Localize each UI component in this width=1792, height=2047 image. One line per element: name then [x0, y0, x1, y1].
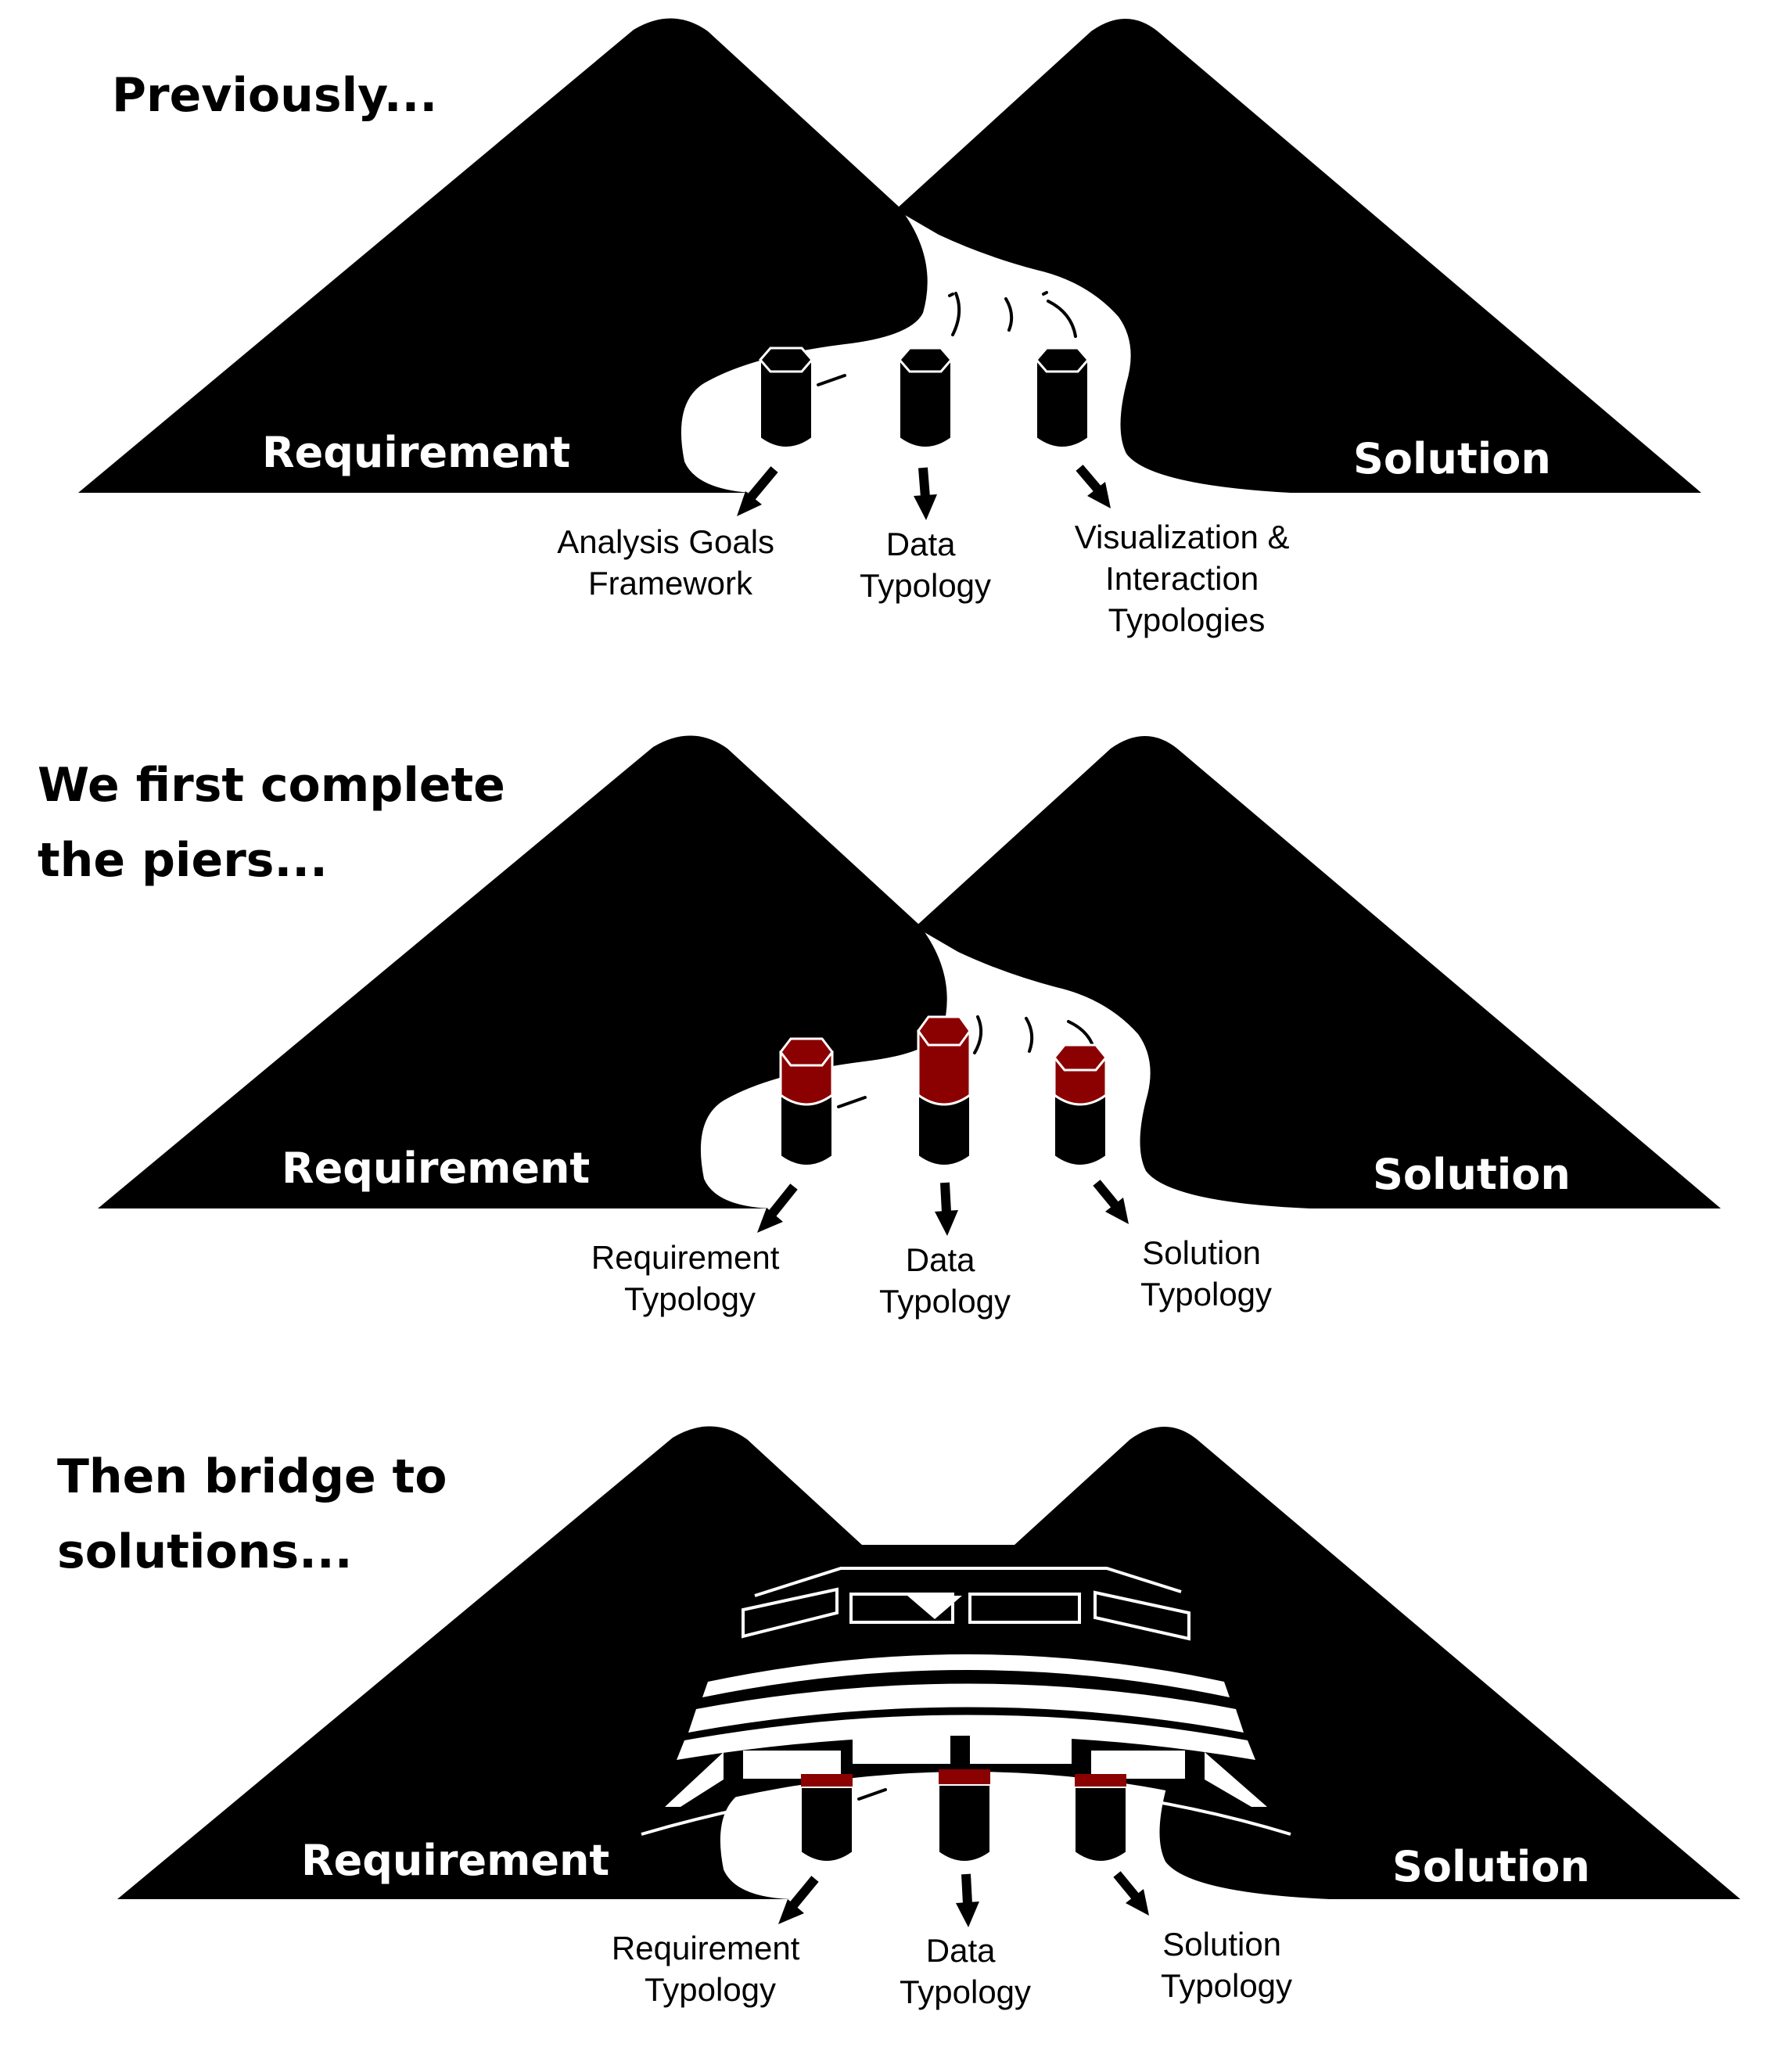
- pier-requirement: [779, 1037, 834, 1166]
- stage-heading: We first complete the piers...: [38, 758, 522, 888]
- bridge: [641, 1545, 1291, 1836]
- pier-solution: [1053, 1043, 1108, 1166]
- pier-label-data: Data Typology: [860, 526, 991, 604]
- pier-label-requirement: Requirement Typology: [591, 1239, 788, 1317]
- arrows: [778, 1871, 1149, 1927]
- stage-heading: Then bridge to solutions...: [57, 1449, 463, 1579]
- pier-label-data: Data Typology: [900, 1932, 1031, 2010]
- road-marks: [817, 291, 1077, 386]
- bridge-railings: [665, 1733, 1267, 1807]
- road-marks: [857, 1788, 887, 1801]
- bridge-lamp: [907, 1596, 962, 1619]
- solution-label: Solution: [1392, 1842, 1590, 1891]
- stage-piers: We first complete the piers... Requireme…: [38, 735, 1721, 1320]
- bridge-top-rails: [742, 1567, 1190, 1641]
- requirement-label: Requirement: [282, 1144, 590, 1193]
- requirement-label: Requirement: [262, 428, 570, 477]
- solution-label: Solution: [1373, 1150, 1571, 1199]
- pier-label-data: Data Typology: [879, 1241, 1011, 1320]
- pier-label-analysis-goals: Analysis Goals Framework: [557, 523, 783, 602]
- stage-previously: Previously... Requirement Solution: [78, 18, 1701, 638]
- bridge-deck-stripes: [677, 1654, 1255, 1760]
- pier-data: [898, 347, 953, 448]
- pier-label-requirement: Requirement Typology: [612, 1930, 809, 2008]
- pier-data: [917, 1015, 971, 1166]
- stage-heading: Previously...: [112, 68, 437, 123]
- pier-solution: [1074, 1774, 1127, 1862]
- stage-bridge: Then bridge to solutions... Requirement …: [57, 1426, 1740, 2010]
- pier-requirement: [800, 1774, 853, 1862]
- pier-label-visualization: Visualization & Interaction Typologies: [1075, 519, 1298, 638]
- solution-mountain: [935, 1427, 1740, 1899]
- requirement-mountain: [78, 18, 928, 493]
- pier-visualization: [1035, 347, 1090, 448]
- pier-label-solution: Solution Typology: [1161, 1926, 1292, 2004]
- road-marks: [837, 1015, 1097, 1108]
- requirement-label: Requirement: [301, 1836, 609, 1885]
- arrows: [757, 1180, 1129, 1236]
- arrows: [737, 465, 1111, 520]
- pier-label-solution: Solution Typology: [1140, 1234, 1272, 1313]
- solution-mountain: [896, 19, 1701, 493]
- solution-label: Solution: [1353, 434, 1551, 483]
- pier-data: [938, 1769, 991, 1862]
- solution-mountain: [915, 736, 1721, 1208]
- pier-analysis-goals: [759, 347, 813, 448]
- requirement-mountain: [98, 735, 947, 1208]
